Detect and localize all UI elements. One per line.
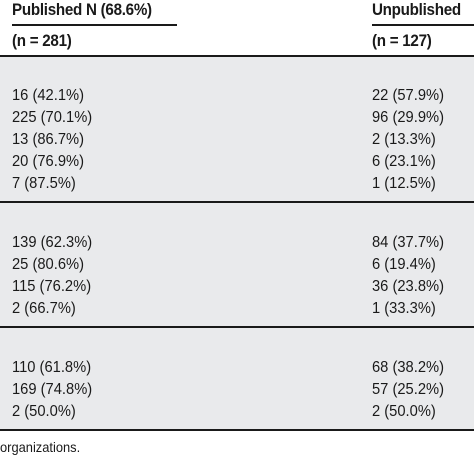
cell-published: 139 (62.3%)	[12, 234, 93, 251]
cell-unpublished: 6 (19.4%)	[372, 256, 436, 273]
table-bottom-rule	[0, 429, 474, 431]
cell-unpublished: 1 (33.3%)	[372, 300, 436, 317]
header-underline-unpublished	[372, 24, 474, 26]
cell-published: 115 (76.2%)	[12, 278, 92, 295]
group-band-3	[0, 328, 474, 429]
cell-unpublished: 57 (25.2%)	[372, 381, 445, 398]
n-unpublished: (n = 127)	[372, 32, 432, 50]
header-underline-published	[12, 24, 177, 26]
footnote: organizations.	[0, 439, 81, 455]
group-band-1	[0, 57, 474, 201]
cell-unpublished: 96 (29.9%)	[372, 109, 445, 126]
cell-published: 225 (70.1%)	[12, 109, 93, 126]
header-published: Published N (68.6%)	[12, 1, 152, 19]
cell-published: 2 (50.0%)	[12, 403, 76, 420]
header-bottom-rule	[0, 55, 474, 57]
cell-published: 20 (76.9%)	[12, 153, 85, 170]
cell-unpublished: 2 (13.3%)	[372, 131, 436, 148]
header-unpublished: Unpublished	[372, 1, 461, 19]
cell-unpublished: 68 (38.2%)	[372, 359, 445, 376]
group-rule-2	[0, 326, 474, 328]
cell-unpublished: 84 (37.7%)	[372, 234, 445, 251]
cell-published: 2 (66.7%)	[12, 300, 76, 317]
cell-published: 110 (61.8%)	[12, 359, 92, 376]
cell-unpublished: 6 (23.1%)	[372, 153, 436, 170]
cell-unpublished: 1 (12.5%)	[372, 175, 436, 192]
cell-unpublished: 36 (23.8%)	[372, 278, 445, 295]
cell-published: 169 (74.8%)	[12, 381, 93, 398]
cell-unpublished: 22 (57.9%)	[372, 87, 445, 104]
group-band-2	[0, 203, 474, 326]
group-rule-1	[0, 201, 474, 203]
cell-published: 25 (80.6%)	[12, 256, 85, 273]
cell-unpublished: 2 (50.0%)	[372, 403, 436, 420]
cell-published: 7 (87.5%)	[12, 175, 76, 192]
cell-published: 13 (86.7%)	[12, 131, 85, 148]
cell-published: 16 (42.1%)	[12, 87, 85, 104]
n-published: (n = 281)	[12, 32, 72, 50]
